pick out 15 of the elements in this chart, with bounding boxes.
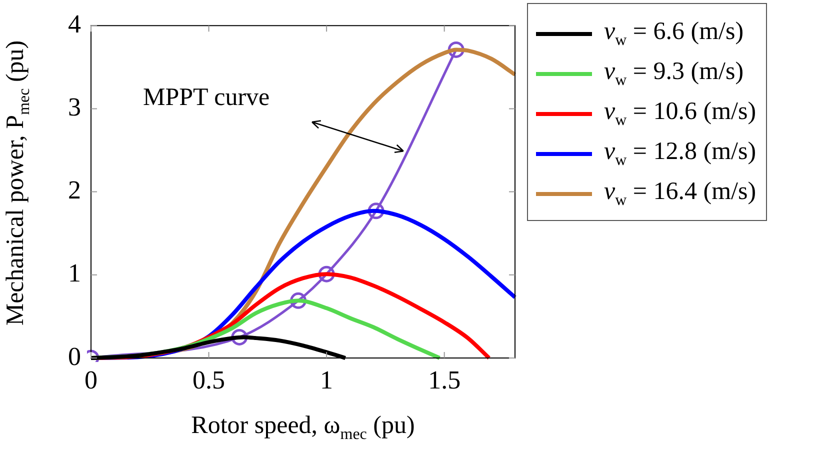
- x-tick-label: 1: [320, 365, 334, 394]
- y-tick-label: 2: [68, 176, 81, 205]
- y-tick-label: 1: [68, 258, 81, 288]
- x-axis-title: Rotor speed, ω$_{mec}$ (pu): [190, 412, 416, 444]
- x-tick-label: 1.5: [428, 365, 461, 394]
- y-tick-label: 3: [68, 92, 81, 122]
- annotation: MPPT curve: [143, 84, 270, 112]
- legend-label: v$_{w}$ = 6.6 (m/s): [604, 18, 744, 50]
- y-tick-label: 4: [68, 9, 81, 38]
- legend-label: v$_{w}$ = 16.4 (m/s): [604, 178, 756, 210]
- x-tick-label: 0.5: [192, 365, 226, 394]
- y-tick-label: 0: [68, 342, 81, 371]
- legend-label: v$_{w}$ = 10.6 (m/s): [604, 98, 756, 130]
- legend-label: v$_{w}$ = 9.3 (m/s): [604, 58, 744, 90]
- legend-label: v$_{w}$ = 12.8 (m/s): [604, 138, 756, 170]
